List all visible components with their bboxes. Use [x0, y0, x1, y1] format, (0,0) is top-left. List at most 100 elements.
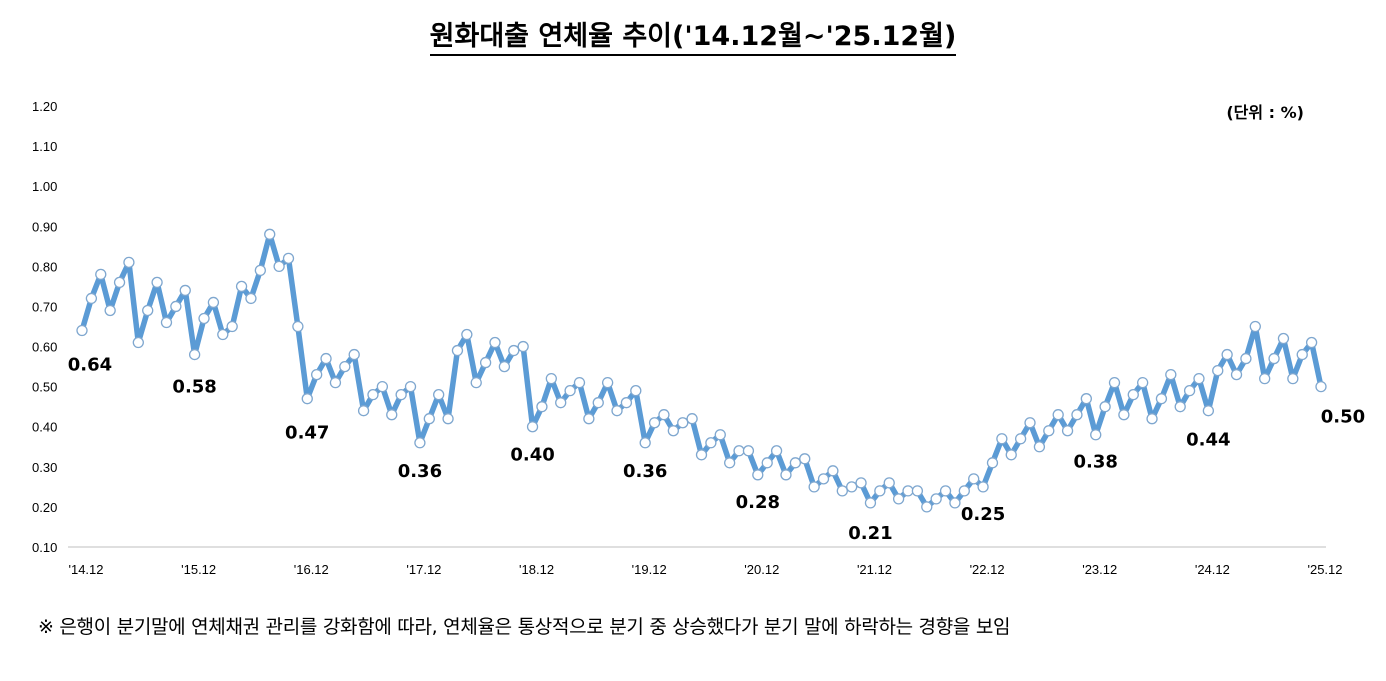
- data-point: [264, 228, 276, 240]
- data-point: [1033, 441, 1046, 453]
- data-point: [414, 437, 426, 449]
- chart-title-text: 원화대출 연체율 추이('14.12월~'25.12월): [429, 21, 957, 56]
- x-tick-label: '17.12: [406, 562, 441, 577]
- data-point: [1259, 372, 1271, 385]
- data-label: 0.36: [398, 461, 442, 482]
- data-point: [404, 380, 417, 393]
- data-point: [329, 376, 342, 389]
- data-point: [142, 304, 154, 317]
- data-point: [508, 344, 520, 357]
- data-point: [799, 453, 811, 465]
- data-point: [479, 356, 492, 369]
- y-tick-label: 0.30: [32, 460, 57, 475]
- data-point: [761, 457, 773, 469]
- x-tick-label: '20.12: [744, 562, 779, 577]
- data-point: [1005, 449, 1017, 461]
- data-point: [686, 413, 698, 425]
- data-point: [780, 469, 792, 481]
- data-point: [714, 429, 726, 441]
- x-tick-label: '16.12: [294, 562, 329, 577]
- data-point: [1043, 425, 1055, 437]
- data-point: [864, 497, 877, 509]
- data-point: [1080, 393, 1092, 405]
- data-point: [1118, 409, 1130, 421]
- data-point: [1071, 409, 1083, 421]
- data-point: [724, 457, 736, 469]
- data-point: [1052, 409, 1064, 421]
- data-point: [1174, 401, 1186, 413]
- data-point: [667, 425, 679, 437]
- data-point: [968, 473, 980, 485]
- data-point: [817, 473, 830, 485]
- data-point: [583, 413, 595, 425]
- y-tick-label: 0.90: [32, 219, 57, 234]
- data-point: [1287, 372, 1299, 385]
- data-point: [160, 316, 173, 329]
- data-point: [939, 485, 952, 497]
- chart-title: 원화대출 연체율 추이('14.12월~'25.12월): [0, 14, 1386, 56]
- y-tick-label: 1.00: [32, 179, 57, 194]
- data-point: [1221, 348, 1233, 361]
- data-point: [498, 360, 511, 373]
- data-point: [245, 292, 257, 305]
- footnote: ※ 은행이 분기말에 연체채권 관리를 강화함에 따라, 연체율은 통상적으로 …: [38, 616, 1011, 638]
- data-point: [1108, 376, 1121, 389]
- data-point: [235, 280, 248, 293]
- data-point: [630, 384, 642, 397]
- data-point: [198, 312, 210, 325]
- x-tick-label: '14.12: [68, 562, 103, 577]
- data-point: [620, 397, 633, 409]
- y-tick-label: 1.10: [32, 139, 57, 154]
- data-label: 0.21: [848, 523, 892, 544]
- x-tick-label: '24.12: [1195, 562, 1230, 577]
- data-point: [273, 260, 285, 273]
- data-point: [874, 485, 886, 497]
- data-point: [1202, 405, 1215, 417]
- x-tick-label: '19.12: [632, 562, 667, 577]
- data-point: [1249, 320, 1261, 333]
- data-point: [339, 360, 351, 373]
- data-point: [292, 320, 304, 333]
- data-point: [526, 421, 539, 433]
- data-point: [846, 481, 858, 493]
- data-point: [95, 268, 107, 281]
- data-label: 0.50: [1321, 407, 1365, 428]
- x-tick-label: '22.12: [970, 562, 1005, 577]
- data-point: [555, 397, 567, 409]
- data-point: [1315, 380, 1327, 393]
- data-point: [911, 485, 924, 497]
- data-point: [1155, 393, 1168, 405]
- data-point: [836, 485, 848, 497]
- data-series-line: [79, 231, 1324, 510]
- x-tick-label: '15.12: [181, 562, 216, 577]
- data-point: [921, 501, 933, 513]
- y-tick-label: 0.60: [32, 340, 57, 355]
- data-point: [226, 320, 238, 333]
- data-point: [1099, 401, 1111, 413]
- data-point: [977, 481, 989, 493]
- data-point: [695, 449, 708, 461]
- data-point: [986, 457, 999, 469]
- data-point: [151, 276, 163, 289]
- data-point: [1061, 425, 1074, 437]
- data-point: [357, 405, 370, 417]
- y-tick-label: 1.20: [32, 99, 57, 114]
- data-point: [996, 433, 1008, 445]
- data-point: [311, 368, 323, 381]
- data-point: [423, 413, 435, 425]
- data-point: [705, 437, 717, 449]
- data-point: [470, 376, 482, 389]
- data-point: [433, 389, 445, 401]
- data-point: [188, 348, 201, 361]
- data-point: [1137, 376, 1149, 389]
- y-tick-label: 0.80: [32, 259, 57, 274]
- data-point: [442, 413, 454, 425]
- data-point: [301, 393, 313, 405]
- data-point: [1165, 368, 1177, 381]
- data-label: 0.28: [736, 492, 780, 513]
- data-point: [808, 481, 820, 493]
- data-point: [113, 276, 126, 289]
- data-point: [601, 376, 614, 389]
- data-point: [170, 300, 182, 313]
